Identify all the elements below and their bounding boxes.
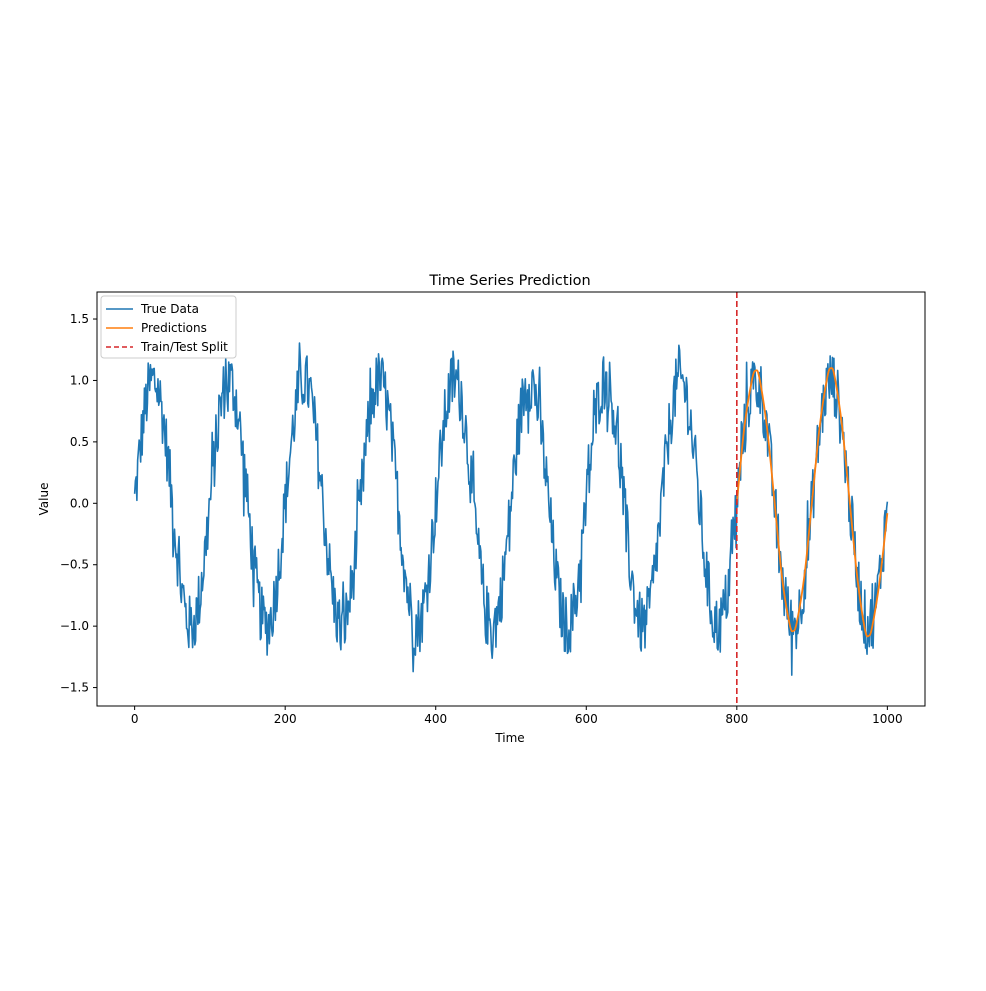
x-tick-label: 1000 [872,712,903,726]
y-tick-label: 1.0 [70,373,89,387]
legend-label-true-data: True Data [140,302,199,316]
x-tick-label: 0 [131,712,139,726]
plot-frame [96,291,926,707]
x-tick-label: 600 [575,712,598,726]
x-tick-label: 400 [424,712,447,726]
axes: 0 200 400 600 800 1000 −1.5 −1.0 −0.5 0.0 0.5 1.0 1.… [60,312,903,726]
legend-label-predictions: Predictions [141,321,207,335]
y-tick-label: 0.5 [70,435,89,449]
y-tick-label: −1.0 [60,619,89,633]
x-tick-label: 800 [725,712,748,726]
y-axis-label: Value [37,483,51,516]
x-axis-label: Time [494,731,524,745]
legend-box [100,295,237,359]
legend: True Data Predictions Train/Test Split [100,295,237,359]
legend-label-train-test-split: Train/Test Split [140,340,228,354]
plot-area [133,292,889,706]
series-line-predictions [735,367,889,638]
y-tick-label: −0.5 [60,558,89,572]
chart-title: Time Series Prediction [428,273,590,289]
x-tick-label: 200 [274,712,297,726]
y-tick-label: −1.5 [60,681,89,695]
y-tick-label: 0.0 [70,496,89,510]
y-tick-label: 1.5 [70,312,89,326]
